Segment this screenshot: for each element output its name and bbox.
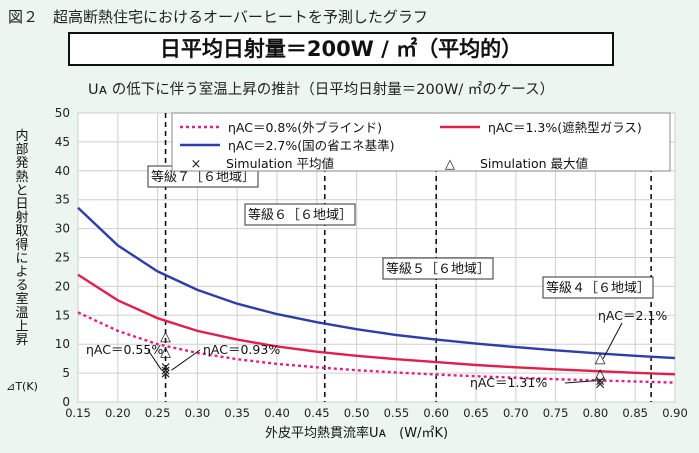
y-axis-label-char: 発 bbox=[15, 156, 28, 171]
legend-label: ηAC＝2.7%(国の省エネ基準) bbox=[228, 138, 395, 153]
series-line bbox=[77, 311, 676, 384]
y-axis-label-char: 日 bbox=[15, 197, 28, 212]
series-line bbox=[77, 206, 676, 360]
sim-marker: △ bbox=[595, 366, 606, 382]
y-axis-label-char: 得 bbox=[15, 237, 28, 253]
y-axis-label-char: 昇 bbox=[15, 333, 28, 348]
y-tick-label: 45 bbox=[55, 135, 70, 149]
y-axis-label-char: る bbox=[15, 279, 28, 294]
y-tick-label: 10 bbox=[55, 337, 70, 351]
y-tick-label: 0 bbox=[62, 395, 70, 409]
grade-label: 等級６［６地域］ bbox=[248, 207, 352, 223]
grade-label: 等級４［６地域］ bbox=[546, 280, 650, 296]
y-tick-label: 15 bbox=[55, 308, 70, 322]
x-tick-label: 0.30 bbox=[185, 406, 211, 420]
x-tick-label: 0.45 bbox=[304, 406, 330, 420]
sim-marker: × bbox=[160, 360, 172, 376]
legend-label: ηAC＝0.8%(外ブラインド) bbox=[228, 120, 382, 135]
legend-label: Simulation 平均値 bbox=[226, 156, 334, 171]
sim-marker: △ bbox=[160, 329, 171, 345]
eta-annotation: ηAC＝2.1% bbox=[598, 308, 667, 323]
x-axis-label: 外皮平均熱貫流率Uᴀ (W/㎡K) bbox=[265, 425, 448, 441]
annotation-arrow bbox=[602, 322, 623, 359]
y-axis-label-char: 温 bbox=[15, 306, 28, 321]
x-tick-label: 0.35 bbox=[224, 406, 250, 420]
x-tick-label: 0.50 bbox=[344, 406, 370, 420]
x-tick-label: 0.20 bbox=[105, 406, 131, 420]
eta-annotation: ηAC＝0.93% bbox=[203, 342, 280, 357]
x-tick-label: 0.65 bbox=[463, 406, 489, 420]
x-tick-label: 0.25 bbox=[145, 406, 171, 420]
grade-label-box bbox=[244, 203, 356, 226]
x-tick-label: 0.85 bbox=[622, 406, 648, 420]
sim-marker: △ bbox=[160, 344, 171, 360]
y-axis-label-char: 取 bbox=[15, 224, 28, 239]
sim-marker: × bbox=[160, 366, 172, 382]
y-tick-label: 30 bbox=[55, 222, 70, 236]
y-tick-label: 25 bbox=[55, 251, 70, 265]
y-axis-unit: ⊿T(K) bbox=[6, 380, 38, 393]
grade-label-box bbox=[542, 276, 654, 299]
figure-header: 図２ 超高断熱住宅におけるオーバーヒートを予測したグラフ bbox=[8, 8, 428, 26]
y-tick-label: 5 bbox=[62, 366, 70, 380]
y-axis-label-char: 上 bbox=[15, 319, 28, 334]
sim-marker: × bbox=[594, 377, 606, 393]
x-tick-label: 0.75 bbox=[543, 406, 569, 420]
y-axis-label-char: 室 bbox=[15, 291, 28, 307]
legend-marker: △ bbox=[445, 157, 455, 172]
legend-label: Simulation 最大値 bbox=[480, 156, 588, 171]
y-axis-label-char: 熱 bbox=[15, 170, 28, 185]
y-axis-label-char: よ bbox=[15, 265, 28, 280]
y-axis-label-char: 部 bbox=[15, 143, 28, 158]
chart-subtitle: Uᴀ の低下に伴う室温上昇の推計（日平均日射量＝200W/ ㎡のケース） bbox=[88, 82, 555, 98]
eta-annotation: ηAC＝1.31% bbox=[470, 375, 547, 390]
x-tick-label: 0.70 bbox=[503, 406, 529, 420]
y-tick-label: 40 bbox=[55, 164, 70, 178]
legend-marker: × bbox=[191, 157, 202, 172]
annotation-arrow bbox=[564, 380, 597, 384]
legend-label: ηAC＝1.3%(遮熱型ガラス) bbox=[488, 120, 642, 135]
y-tick-label: 50 bbox=[55, 106, 70, 120]
grade-label: 等級５［６地域］ bbox=[386, 261, 490, 277]
x-tick-label: 0.40 bbox=[264, 406, 290, 420]
y-axis-label-char: 射 bbox=[15, 210, 28, 226]
x-tick-label: 0.90 bbox=[662, 406, 688, 420]
boxed-title: 日平均日射量＝200W / ㎡（平均的） bbox=[68, 32, 614, 66]
annotation-arrow bbox=[147, 349, 162, 371]
y-axis-label-char: 内 bbox=[15, 128, 28, 144]
series-line bbox=[77, 273, 676, 376]
x-tick-label: 0.60 bbox=[423, 406, 449, 420]
y-axis-label-char: に bbox=[15, 251, 28, 266]
x-tick-label: 0.15 bbox=[65, 406, 91, 420]
grade-label: 等級７［６地域］ bbox=[151, 169, 255, 185]
y-axis-label-char: と bbox=[15, 183, 28, 198]
y-tick-label: 20 bbox=[55, 279, 70, 293]
x-tick-label: 0.80 bbox=[583, 406, 609, 420]
eta-annotation: ηAC＝0.55% bbox=[86, 342, 163, 357]
grade-label-box bbox=[382, 257, 494, 280]
sim-marker: △ bbox=[595, 350, 606, 366]
x-tick-label: 0.55 bbox=[384, 406, 410, 420]
sim-marker: × bbox=[160, 363, 172, 379]
y-tick-label: 35 bbox=[55, 193, 70, 207]
sim-marker: × bbox=[594, 374, 606, 390]
annotation-arrow bbox=[171, 349, 201, 371]
legend-box bbox=[171, 112, 671, 172]
